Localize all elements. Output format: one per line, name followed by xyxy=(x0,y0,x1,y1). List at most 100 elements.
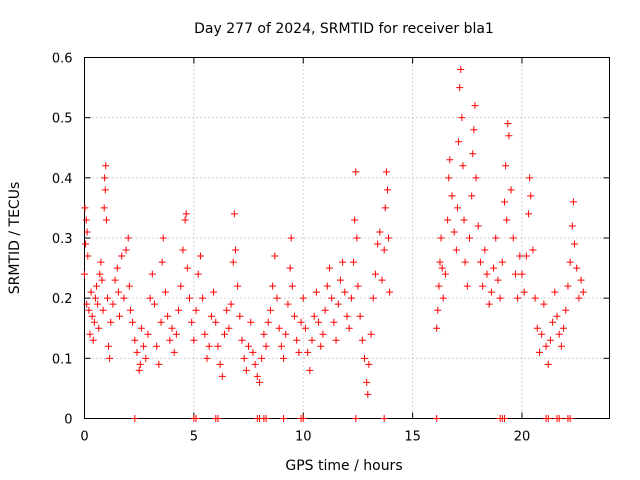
data-point xyxy=(277,342,285,350)
y-tick-label: 0.2 xyxy=(52,292,73,307)
chart-title: Day 277 of 2024, SRMTID for receiver bla… xyxy=(194,21,494,37)
data-point xyxy=(114,288,122,296)
data-point xyxy=(142,354,150,362)
data-point xyxy=(282,330,290,338)
data-point xyxy=(503,216,511,224)
data-point xyxy=(94,300,102,308)
data-point xyxy=(129,318,137,326)
data-point xyxy=(83,300,91,308)
data-point xyxy=(310,312,318,320)
data-point xyxy=(181,216,189,224)
data-point xyxy=(341,288,349,296)
data-point xyxy=(83,228,91,236)
data-point xyxy=(468,192,476,200)
data-point xyxy=(175,306,183,314)
data-point xyxy=(577,276,585,284)
data-point xyxy=(120,294,128,302)
data-point xyxy=(210,288,218,296)
data-point xyxy=(555,415,563,422)
data-point xyxy=(218,372,226,380)
data-point xyxy=(155,360,163,368)
data-point xyxy=(575,294,583,302)
data-point xyxy=(328,294,336,302)
data-point xyxy=(101,186,109,194)
data-point xyxy=(269,282,277,290)
data-point xyxy=(479,282,487,290)
data-point xyxy=(192,415,200,422)
data-point xyxy=(485,300,493,308)
data-point xyxy=(96,270,104,278)
data-point xyxy=(159,234,167,242)
data-point xyxy=(474,222,482,230)
data-point xyxy=(260,330,268,338)
data-point xyxy=(364,390,372,398)
data-point xyxy=(347,294,355,302)
data-point xyxy=(168,324,176,332)
x-tick-label: 15 xyxy=(404,430,421,445)
data-point xyxy=(89,336,97,344)
data-point xyxy=(553,312,561,320)
data-point xyxy=(81,270,88,278)
data-point xyxy=(87,288,95,296)
data-point xyxy=(137,324,145,332)
y-tick-label: 0.1 xyxy=(52,352,73,367)
data-point xyxy=(125,282,133,290)
data-point xyxy=(242,366,250,374)
data-point xyxy=(557,342,565,350)
data-point xyxy=(511,270,519,278)
data-point xyxy=(317,342,325,350)
data-point xyxy=(356,312,364,320)
data-point xyxy=(444,216,452,224)
data-point xyxy=(88,312,96,320)
data-point xyxy=(527,192,535,200)
data-point xyxy=(306,366,314,374)
data-point xyxy=(236,312,244,320)
data-point xyxy=(293,336,301,344)
data-point xyxy=(494,276,502,284)
data-point xyxy=(529,246,537,254)
data-point xyxy=(448,192,456,200)
data-point xyxy=(571,240,578,248)
data-point xyxy=(297,318,305,326)
data-point xyxy=(207,312,215,320)
data-point xyxy=(136,360,144,368)
y-tick-label: 0.5 xyxy=(52,112,73,127)
data-point xyxy=(280,415,288,422)
data-point xyxy=(113,264,121,272)
data-point xyxy=(126,306,134,314)
data-point xyxy=(323,282,331,290)
data-point xyxy=(161,288,169,296)
data-point xyxy=(381,204,389,212)
data-point xyxy=(533,324,541,332)
data-point xyxy=(378,276,386,284)
data-point xyxy=(542,342,550,350)
data-point xyxy=(99,306,107,314)
data-point xyxy=(436,258,444,266)
data-point xyxy=(501,415,508,422)
data-point xyxy=(496,294,504,302)
data-point xyxy=(95,324,103,332)
data-point xyxy=(135,366,143,374)
data-point xyxy=(459,162,467,170)
data-point xyxy=(569,198,577,206)
data-point xyxy=(182,210,190,218)
data-point xyxy=(332,336,340,344)
data-point xyxy=(146,294,154,302)
data-point xyxy=(336,276,344,284)
data-point xyxy=(522,252,530,260)
y-tick-label: 0 xyxy=(64,413,72,428)
data-point xyxy=(351,216,359,224)
data-point xyxy=(536,348,543,356)
y-tick-label: 0.6 xyxy=(52,52,73,67)
data-point xyxy=(273,294,281,302)
data-point xyxy=(256,378,263,386)
data-point xyxy=(109,300,117,308)
y-axis: 0 0.1 0.2 0.3 0.4 0.5 0.6 xyxy=(52,52,610,428)
data-point xyxy=(199,294,207,302)
x-axis-label: GPS time / hours xyxy=(285,458,402,474)
data-point xyxy=(382,168,390,176)
data-point xyxy=(551,288,559,296)
data-point xyxy=(164,312,172,320)
data-point xyxy=(227,300,235,308)
data-point xyxy=(186,294,193,302)
